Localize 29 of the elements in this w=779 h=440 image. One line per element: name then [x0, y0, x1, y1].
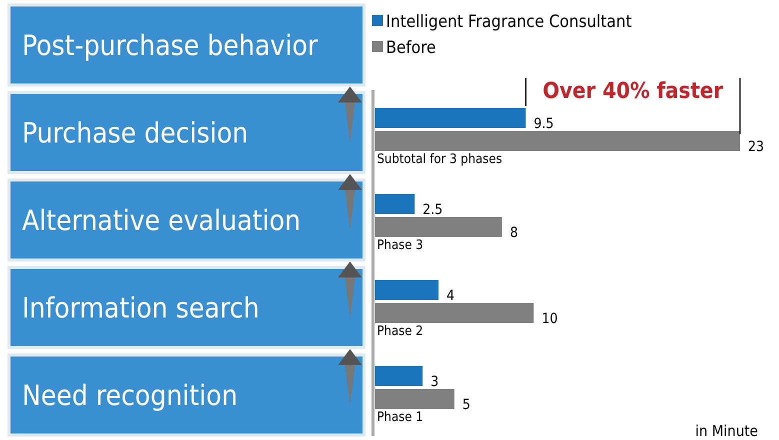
data-label: 3 — [430, 374, 439, 390]
annotation: in Minute — [695, 422, 758, 440]
data-label: 8 — [510, 225, 518, 241]
text: Alternative evaluation — [22, 204, 301, 237]
annotation: Over 40% faster — [542, 79, 724, 104]
data-label: 9.5 — [534, 116, 554, 132]
bar — [375, 131, 740, 151]
text: Purchase decision — [22, 116, 248, 150]
legend-label: Before — [386, 38, 436, 58]
y-tick-label: Phase 3 — [377, 238, 424, 253]
text: Post-purchase behavior — [22, 29, 318, 62]
data-label: 5 — [462, 397, 470, 413]
y-tick-label: Subtotal for 3 phases — [377, 152, 502, 167]
bar — [375, 108, 526, 128]
text: Information search — [22, 292, 260, 324]
bar — [375, 366, 423, 386]
data-label: 4 — [446, 288, 454, 304]
bar — [375, 389, 454, 409]
legend-label: Intelligent Fragrance Consultant — [386, 12, 632, 32]
bar — [375, 217, 502, 237]
bar — [375, 303, 534, 323]
bar — [375, 280, 438, 300]
bar — [375, 194, 415, 214]
data-label: 23 — [748, 139, 764, 155]
data-label: 2.5 — [422, 202, 443, 218]
text: Need recognition — [22, 379, 238, 412]
y-tick-label: Phase 1 — [377, 410, 424, 425]
y-tick-label: Phase 2 — [377, 324, 424, 339]
data-label: 10 — [542, 311, 558, 327]
